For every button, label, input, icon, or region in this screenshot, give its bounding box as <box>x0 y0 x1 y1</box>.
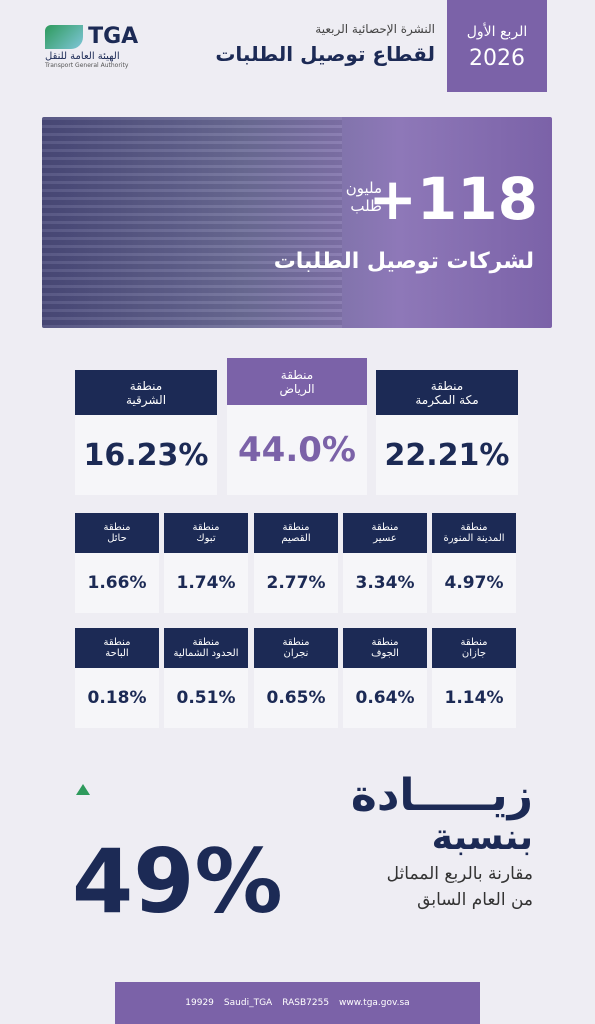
subtitle: النشرة الإحصائية الربعية <box>315 22 435 36</box>
region-card: منطقة نجران 0.65% <box>254 628 338 728</box>
region-prefix: منطقة <box>460 522 488 533</box>
region-prefix: منطقة <box>192 637 220 648</box>
code: RASB7255 <box>282 998 330 1008</box>
unit: مليون <box>345 179 382 197</box>
hero-number: +118 <box>368 165 538 233</box>
region-card: منطقة الحدود الشمالية 0.51% <box>164 628 248 728</box>
hero-caption: لشركات توصيل الطلبات <box>273 249 534 274</box>
region-prefix: منطقة <box>103 522 131 533</box>
region-value: 22.21% <box>376 415 518 495</box>
logo-text: TGA <box>88 24 139 49</box>
region-card: منطقة الرياض 44.0% <box>227 358 367 495</box>
logo-ar: الهيئة العامة للنقل <box>45 51 120 62</box>
region-prefix: منطقة <box>282 637 310 648</box>
region-prefix: منطقة <box>192 522 220 533</box>
region-header: منطقة عسير <box>343 513 427 553</box>
region-value: 0.18% <box>75 668 159 728</box>
region-header: منطقة المدينة المنورة <box>432 513 516 553</box>
increase-by: بنسبة <box>431 817 533 858</box>
region-value: 2.77% <box>254 553 338 613</box>
region-prefix: منطقة <box>129 378 163 393</box>
region-header: منطقة مكة المكرمة <box>376 370 518 415</box>
region-card: منطقة جازان 1.14% <box>432 628 516 728</box>
region-prefix: منطقة <box>460 637 488 648</box>
region-name: جازان <box>461 648 487 659</box>
region-card: منطقة الشرقية 16.23% <box>75 370 217 495</box>
region-header: منطقة القصيم <box>254 513 338 553</box>
region-name: القصيم <box>281 533 311 544</box>
region-prefix: منطقة <box>282 522 310 533</box>
region-value: 1.74% <box>164 553 248 613</box>
site: www.tga.gov.sa <box>339 998 410 1008</box>
increase-value: 49% <box>72 830 283 933</box>
logo-en: Transport General Authority <box>45 62 129 69</box>
up-arrow <box>76 784 90 795</box>
region-card: منطقة المدينة المنورة 4.97% <box>432 513 516 613</box>
hero: +118 مليون طلب لشركات توصيل الطلبات <box>42 117 552 328</box>
region-header: منطقة الباحة <box>75 628 159 668</box>
year: 2026 <box>469 46 525 71</box>
region-value: 1.66% <box>75 553 159 613</box>
region-name: مكة المكرمة <box>415 392 479 407</box>
region-prefix: منطقة <box>280 367 314 382</box>
region-value: 44.0% <box>227 405 367 495</box>
region-card: منطقة مكة المكرمة 22.21% <box>376 370 518 495</box>
region-header: منطقة نجران <box>254 628 338 668</box>
logo-mark <box>45 24 83 49</box>
region-name: الجوف <box>371 648 399 659</box>
region-name: عسير <box>373 533 397 544</box>
region-name: الباحة <box>105 648 129 659</box>
increase: زيـــــادة بنسبة مقارنة بالربع المماثل م… <box>351 770 533 910</box>
region-name: الرياض <box>279 381 315 396</box>
hero-units: مليون طلب <box>346 179 382 215</box>
footer: 19929 Saudi_TGA RASB7255 www.tga.gov.sa <box>115 982 480 1024</box>
unit: طلب <box>350 197 382 215</box>
quarter: الربع الأول <box>466 24 528 40</box>
region-card: منطقة الباحة 0.18% <box>75 628 159 728</box>
quarter-box: الربع الأول 2026 <box>447 0 547 92</box>
increase-line: من العام السابق <box>417 890 533 910</box>
phone: 19929 <box>185 998 214 1008</box>
region-prefix: منطقة <box>371 637 399 648</box>
region-header: منطقة الحدود الشمالية <box>164 628 248 668</box>
hero-image <box>42 117 342 328</box>
region-prefix: منطقة <box>103 637 131 648</box>
region-value: 16.23% <box>75 415 217 495</box>
region-value: 1.14% <box>432 668 516 728</box>
region-name: تبوك <box>196 533 216 544</box>
region-header: منطقة الجوف <box>343 628 427 668</box>
region-prefix: منطقة <box>371 522 399 533</box>
region-header: منطقة حائل <box>75 513 159 553</box>
increase-word: زيـــــادة <box>350 770 533 821</box>
region-prefix: منطقة <box>430 378 464 393</box>
header-text: النشرة الإحصائية الربعية لقطاع توصيل الط… <box>215 22 435 66</box>
region-value: 4.97% <box>432 553 516 613</box>
region-card: منطقة القصيم 2.77% <box>254 513 338 613</box>
region-name: نجران <box>283 648 309 659</box>
region-value: 0.64% <box>343 668 427 728</box>
region-value: 3.34% <box>343 553 427 613</box>
region-card: منطقة عسير 3.34% <box>343 513 427 613</box>
region-name: الحدود الشمالية <box>173 648 239 659</box>
region-name: الشرقية <box>125 392 167 407</box>
region-value: 0.51% <box>164 668 248 728</box>
region-header: منطقة تبوك <box>164 513 248 553</box>
region-card: منطقة حائل 1.66% <box>75 513 159 613</box>
increase-line: مقارنة بالربع المماثل <box>386 864 533 884</box>
region-header: منطقة جازان <box>432 628 516 668</box>
region-card: منطقة الجوف 0.64% <box>343 628 427 728</box>
region-value: 0.65% <box>254 668 338 728</box>
region-header: منطقة الشرقية <box>75 370 217 415</box>
social: Saudi_TGA <box>223 998 273 1008</box>
region-card: منطقة تبوك 1.74% <box>164 513 248 613</box>
logo: TGA الهيئة العامة للنقل Transport Genera… <box>45 24 145 69</box>
title: لقطاع توصيل الطلبات <box>215 42 435 66</box>
region-name: حائل <box>107 533 127 544</box>
region-header: منطقة الرياض <box>227 358 367 405</box>
region-name: المدينة المنورة <box>443 533 505 544</box>
